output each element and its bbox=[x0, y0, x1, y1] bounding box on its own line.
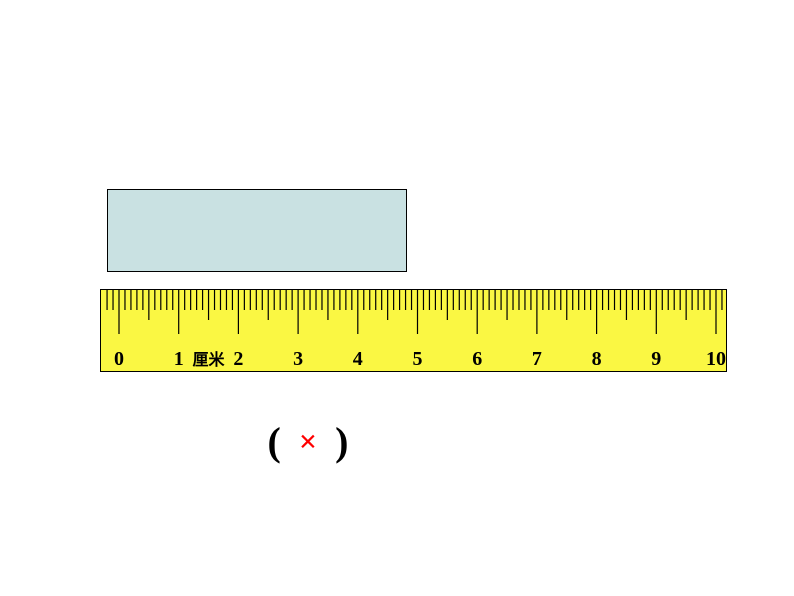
measured-rectangle bbox=[107, 189, 407, 272]
ruler bbox=[100, 289, 727, 372]
paren-right: ) bbox=[335, 418, 348, 465]
answer-group: ( × ) bbox=[228, 418, 388, 465]
ruler-scale bbox=[101, 290, 728, 373]
answer-mark: × bbox=[299, 423, 317, 460]
paren-left: ( bbox=[268, 418, 281, 465]
